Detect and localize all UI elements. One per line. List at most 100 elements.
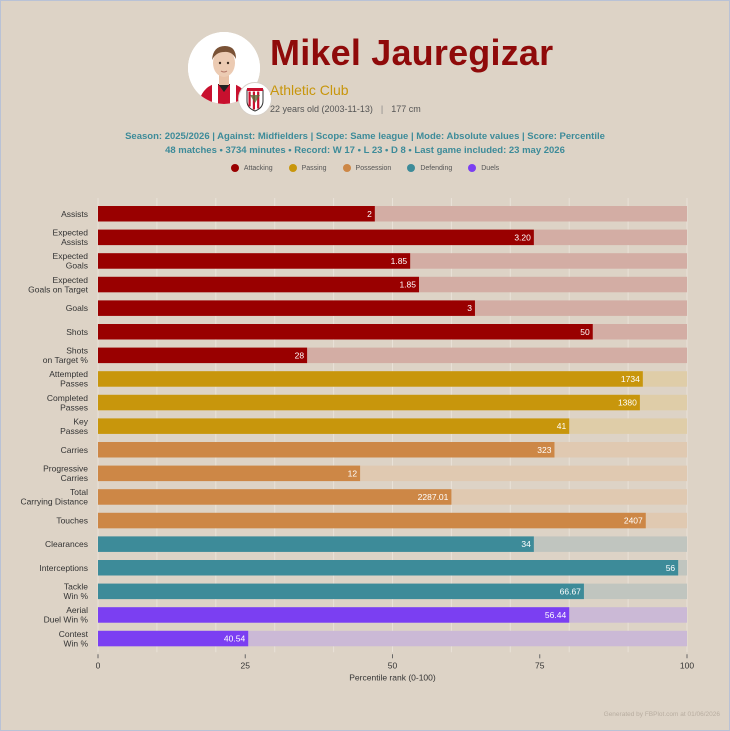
metric-label: Tackle Win % bbox=[63, 582, 88, 602]
bar-attacking bbox=[98, 206, 375, 222]
legend-label: Passing bbox=[301, 164, 327, 172]
legend-swatch bbox=[288, 164, 297, 172]
metric-label: Shots on Target % bbox=[43, 346, 89, 366]
value-label: 41 bbox=[557, 421, 567, 431]
metric-label: Contest Win % bbox=[59, 629, 89, 649]
metric-label-line: Expected bbox=[53, 251, 89, 261]
value-label: 66.67 bbox=[560, 586, 582, 596]
metric-label-line: Key bbox=[73, 416, 88, 426]
metric-label: Touches bbox=[56, 516, 88, 526]
metric-label-line: Expected bbox=[53, 228, 89, 238]
metric-label: Completed Passes bbox=[47, 393, 88, 413]
bar-possession bbox=[98, 465, 361, 482]
metric-label: Expected Goals bbox=[53, 251, 89, 271]
value-label: 2287.01 bbox=[418, 492, 449, 502]
bar-passing bbox=[98, 394, 640, 411]
legend-swatch bbox=[342, 164, 351, 172]
metric-label: Shots bbox=[66, 327, 88, 337]
value-label: 50 bbox=[580, 327, 590, 337]
metric-label-line: Shots bbox=[66, 327, 88, 337]
bar-attacking bbox=[98, 300, 475, 316]
metric-label-line: Contest bbox=[59, 629, 89, 639]
player-height: 177 cm bbox=[391, 104, 421, 114]
player-bio: 22 years old (2003-11-13) | 177 cm bbox=[270, 104, 421, 114]
metric-label-line: Completed bbox=[47, 393, 88, 403]
bar-attacking bbox=[98, 324, 593, 340]
bar-attacking bbox=[98, 229, 534, 246]
value-label: 56.44 bbox=[545, 610, 567, 620]
metric-label: Clearances bbox=[45, 539, 88, 549]
metric-label: Carries bbox=[61, 445, 88, 455]
value-label: 323 bbox=[537, 445, 551, 455]
bar-duels bbox=[98, 630, 249, 647]
legend-swatch bbox=[230, 164, 239, 172]
legend-label: Duels bbox=[481, 164, 500, 172]
legend-label: Defending bbox=[420, 164, 453, 172]
metric-label-line: Clearances bbox=[45, 539, 88, 549]
metric-label-line: Tackle bbox=[64, 582, 88, 592]
metric-label: Goals bbox=[66, 303, 88, 313]
bar-attacking bbox=[98, 276, 420, 293]
filter-summary: Season: 2025/2026 | Against: Midfielders… bbox=[125, 131, 605, 142]
x-tick-label: 50 bbox=[388, 660, 398, 670]
metric-label-line: Assists bbox=[61, 209, 88, 219]
metric-label: Progressive Carries bbox=[43, 464, 88, 484]
value-label: 12 bbox=[348, 468, 358, 478]
metric-label-line: Assists bbox=[61, 237, 88, 247]
match-summary: 48 matches • 3734 minutes • Record: W 17… bbox=[165, 145, 565, 156]
metric-label-line: Win % bbox=[63, 591, 88, 601]
bio-separator: | bbox=[380, 104, 384, 114]
metric-label-line: Goals on Target bbox=[28, 284, 88, 294]
metric-label-line: Carrying Distance bbox=[20, 497, 88, 507]
metric-label-line: Interceptions bbox=[39, 563, 88, 573]
metric-label: Interceptions bbox=[39, 563, 88, 573]
value-label: 2 bbox=[367, 209, 372, 219]
legend-label: Possession bbox=[355, 164, 392, 172]
club-name: Athletic Club bbox=[270, 82, 349, 98]
bar-possession bbox=[98, 442, 555, 458]
legend-item-duels: Duels bbox=[468, 164, 499, 172]
bar-duels bbox=[98, 607, 570, 623]
metric-label: Assists bbox=[61, 209, 88, 219]
metric-label-line: Passes bbox=[60, 402, 88, 412]
value-label: 1.85 bbox=[391, 256, 408, 266]
legend-item-possession: Possession bbox=[342, 164, 392, 172]
value-label: 40.54 bbox=[224, 634, 246, 644]
bar-defending bbox=[98, 560, 679, 576]
metric-label-line: Goals bbox=[66, 261, 88, 271]
value-label: 3 bbox=[467, 303, 472, 313]
bar-attacking bbox=[98, 347, 308, 364]
value-label: 3.20 bbox=[514, 232, 531, 242]
metric-label-line: Carries bbox=[61, 473, 88, 483]
metric-label-line: Shots bbox=[66, 346, 88, 356]
metric-label-line: Expected bbox=[53, 275, 89, 285]
bar-passing bbox=[98, 371, 643, 387]
x-tick-label: 25 bbox=[241, 660, 251, 670]
legend-swatch bbox=[468, 164, 477, 172]
x-tick-label: 100 bbox=[680, 660, 694, 670]
player-age: 22 years old (2003-11-13) bbox=[270, 104, 373, 114]
value-label: 2407 bbox=[624, 516, 643, 526]
metric-label-line: Aerial bbox=[66, 605, 88, 615]
club-crest-icon bbox=[238, 82, 272, 116]
legend-item-attacking: Attacking bbox=[230, 164, 273, 172]
chart-legend: Attacking Passing Possession Defending Duels bbox=[0, 164, 730, 172]
bar-defending bbox=[98, 536, 534, 552]
legend-swatch bbox=[407, 164, 416, 172]
metric-label-line: Total bbox=[70, 487, 88, 497]
value-label: 28 bbox=[295, 350, 305, 360]
x-axis-title: Percentile rank (0-100) bbox=[349, 672, 436, 682]
metric-label-line: Progressive bbox=[43, 464, 88, 474]
footer-credit: Generated by FBPlot.com at 01/06/2026 bbox=[603, 711, 720, 718]
metric-label-line: Touches bbox=[56, 516, 88, 526]
legend-item-defending: Defending bbox=[407, 164, 452, 172]
bar-possession bbox=[98, 489, 452, 505]
metric-label: Expected Goals on Target bbox=[28, 275, 88, 295]
metric-label-line: Carries bbox=[61, 445, 88, 455]
x-tick-label: 0 bbox=[96, 660, 101, 670]
metric-label: Expected Assists bbox=[53, 228, 89, 248]
metric-label: Attempted Passes bbox=[49, 369, 88, 389]
legend-item-passing: Passing bbox=[288, 164, 327, 172]
value-label: 56 bbox=[666, 563, 676, 573]
